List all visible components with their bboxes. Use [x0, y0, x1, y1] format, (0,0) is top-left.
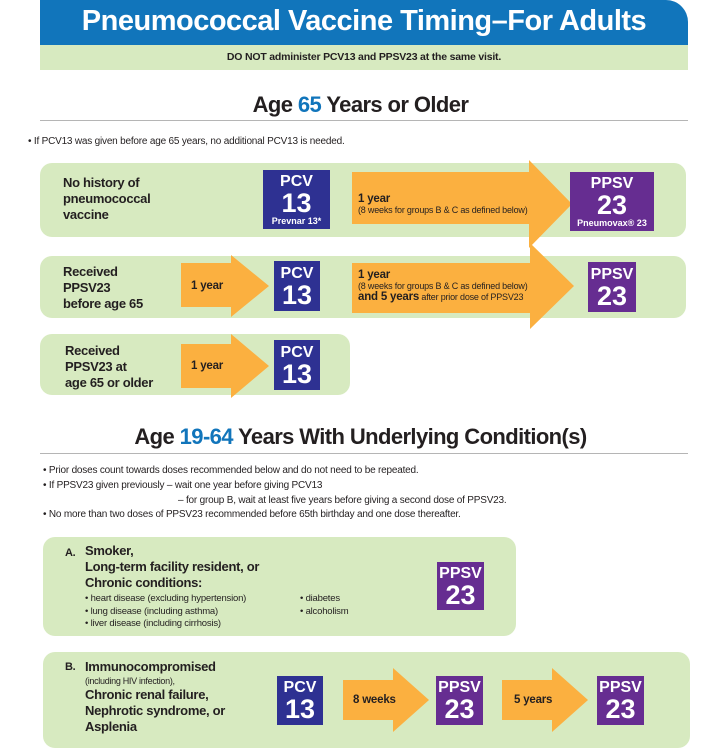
text: PCV — [283, 679, 317, 696]
arrow-interval: 1 year — [181, 334, 269, 398]
text: (8 weeks for groups B & C as defined bel… — [358, 281, 528, 291]
text: before age 65 — [63, 296, 143, 311]
text: Pneumovax® 23 — [577, 217, 647, 228]
conditions-list: • heart disease (excluding hypertension)… — [85, 593, 246, 631]
text: PPSV — [599, 679, 642, 696]
text: 1 year — [358, 193, 391, 205]
text: • liver disease (including cirrhosis) — [85, 618, 221, 629]
row-label: Received PPSV23 before age 65 — [63, 264, 143, 312]
text: 23 — [596, 280, 628, 311]
row-label: Received PPSV23 at age 65 or older — [65, 343, 153, 391]
heading-text: Age — [134, 424, 180, 449]
heading-text: Years or Older — [321, 92, 469, 117]
section-heading-65-plus: Age 65 Years or Older — [0, 92, 721, 118]
text: age 65 or older — [65, 375, 153, 390]
text: PCV — [280, 172, 313, 190]
group-letter: B. — [65, 661, 76, 673]
ppsv23-box: PPSV 23 — [597, 676, 644, 725]
text: Asplenia — [85, 719, 137, 734]
pcv13-box: PCV 13 Prevnar 13* — [263, 170, 330, 229]
text: after prior dose of PPSV23 — [419, 292, 524, 302]
text: 13 — [281, 187, 312, 218]
text: • diabetes — [300, 593, 340, 604]
text: Prevnar 13* — [271, 215, 322, 226]
text: Immunocompromised — [85, 659, 216, 674]
arrow-interval: 8 weeks — [343, 668, 429, 732]
text: (including HIV infection), — [85, 676, 175, 686]
note: – for group B, wait at least five years … — [178, 495, 507, 506]
text: No history of — [63, 175, 140, 190]
text: and 5 years — [358, 291, 420, 303]
text: PPSV — [438, 679, 481, 696]
text: Nephrotic syndrome, or — [85, 703, 226, 718]
text: 23 — [605, 694, 636, 724]
text: Chronic conditions: — [85, 575, 203, 590]
text: PCV — [280, 343, 314, 361]
note: • No more than two doses of PPSV23 recom… — [43, 509, 461, 520]
note: • If PPSV23 given previously – wait one … — [43, 480, 323, 491]
divider — [40, 120, 688, 121]
heading-age: 65 — [297, 92, 322, 117]
group-letter: A. — [65, 547, 76, 559]
text: 13 — [281, 279, 313, 310]
heading-text: Years With Underlying Condition(s) — [232, 424, 587, 449]
text: Smoker, — [85, 543, 134, 558]
text: • alcoholism — [300, 605, 349, 617]
ppsv23-box: PPSV 23 — [436, 676, 483, 725]
pcv13-box: PCV 13 — [277, 676, 323, 725]
text: PPSV — [590, 265, 634, 283]
arrow-interval: 1 year — [181, 255, 269, 317]
pcv13-box: PCV 13 — [274, 340, 320, 390]
note: • Prior doses count towards doses recomm… — [43, 465, 419, 476]
text: Received — [65, 343, 120, 358]
text: PPSV — [439, 564, 482, 582]
ppsv23-box: PPSV 23 Pneumovax® 23 — [570, 172, 654, 231]
text: 13 — [284, 694, 316, 724]
text: 1 year — [191, 280, 224, 292]
text: 13 — [281, 358, 313, 389]
note: • If PCV13 was given before age 65 years… — [28, 136, 345, 147]
text: 23 — [596, 189, 628, 220]
section-heading-19-64: Age 19-64 Years With Underlying Conditio… — [0, 424, 721, 450]
warning-banner: DO NOT administer PCV13 and PPSV23 at th… — [40, 45, 688, 70]
ppsv23-box: PPSV 23 — [437, 562, 484, 610]
text: vaccine — [63, 207, 109, 222]
heading-age: 19-64 — [179, 424, 234, 449]
text: • heart disease (excluding hypertension) — [85, 593, 247, 604]
group-a-label: Smoker, Long-term facility resident, or Ch… — [85, 543, 259, 591]
row-label: No history of pneumococcal vaccine — [63, 175, 151, 223]
text: 8 weeks — [353, 694, 396, 706]
text: PPSV — [590, 174, 634, 192]
text: PPSV23 at — [65, 359, 127, 374]
group-b-label: Immunocompromised (including HIV infecti… — [85, 659, 225, 735]
text: Received — [63, 264, 118, 279]
text: 1 year — [358, 269, 391, 281]
arrow-interval: 5 years — [502, 668, 588, 732]
text: 23 — [445, 579, 476, 610]
text: Long-term facility resident, or — [85, 559, 260, 574]
divider — [40, 453, 688, 454]
text: 23 — [444, 694, 475, 724]
arrow-interval: 1 year (8 weeks for groups B & C as defin… — [352, 243, 574, 329]
text: (8 weeks for groups B & C as defined bel… — [358, 205, 528, 215]
text: pneumococcal — [63, 191, 151, 206]
page-title: Pneumococcal Vaccine Timing–For Adults — [40, 0, 688, 45]
conditions-list: • diabetes • alcoholism — [300, 593, 349, 618]
heading-text: Age — [252, 92, 298, 117]
text: • lung disease (including asthma) — [85, 605, 218, 617]
pcv13-box: PCV 13 — [274, 261, 320, 311]
text: 5 years — [514, 694, 553, 706]
text: 1 year — [191, 360, 224, 372]
text: PCV — [280, 264, 314, 282]
text: Chronic renal failure, — [85, 687, 209, 702]
arrow-interval: 1 year (8 weeks for groups B & C as defin… — [352, 160, 572, 248]
ppsv23-box: PPSV 23 — [588, 262, 636, 312]
text: PPSV23 — [63, 280, 111, 295]
